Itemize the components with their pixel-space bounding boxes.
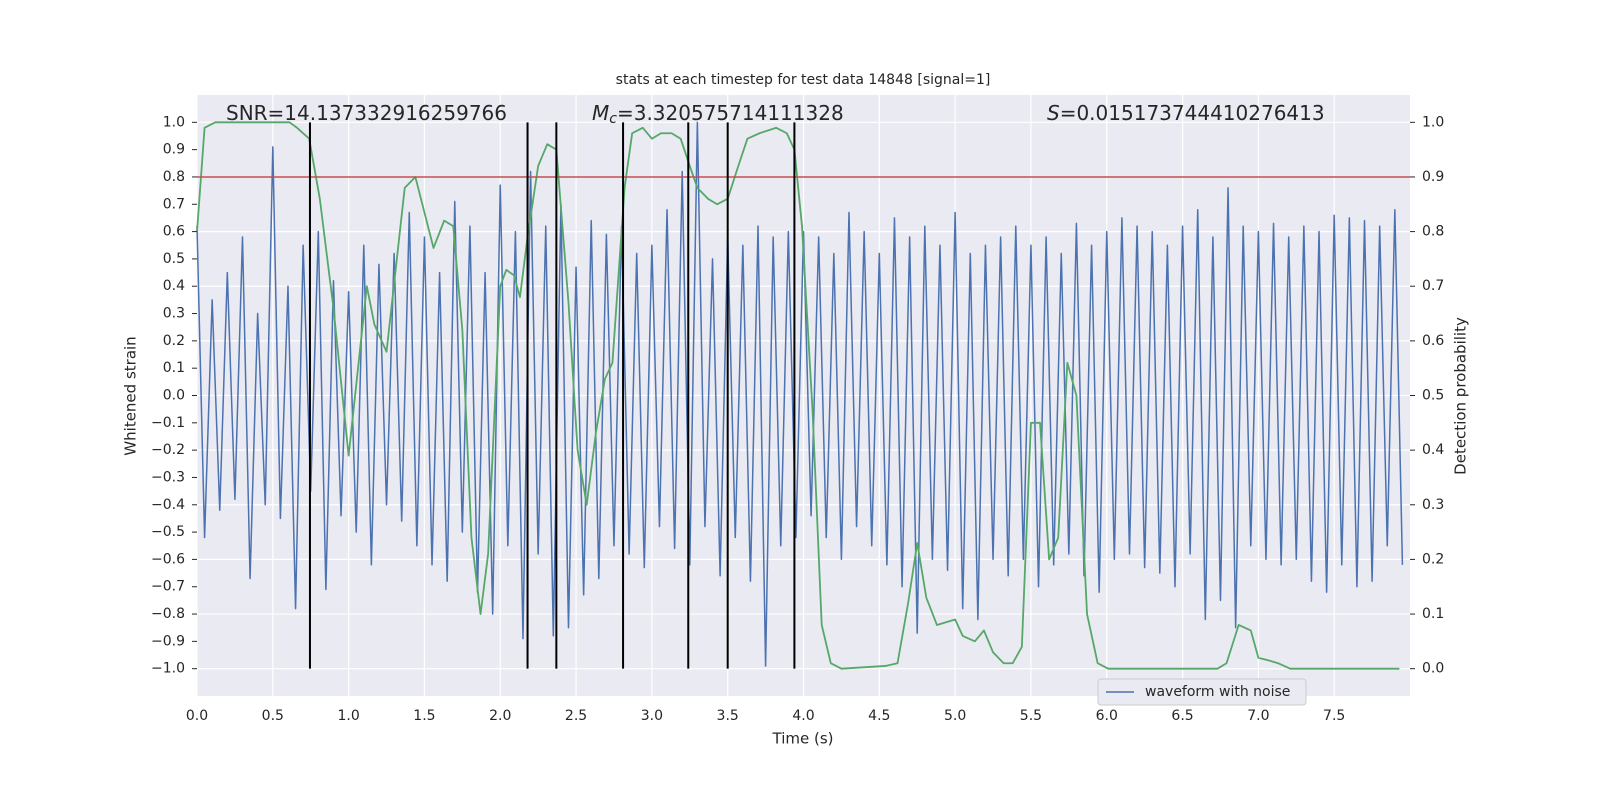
y-tick-label: −0.9 xyxy=(151,633,185,649)
y2-tick-label: 0.1 xyxy=(1422,606,1444,622)
x-tick-label: 0.5 xyxy=(262,708,284,724)
x-tick-label: 5.5 xyxy=(1020,708,1042,724)
y2-tick-label: 0.4 xyxy=(1422,442,1444,458)
y-axis-label: Whitened strain xyxy=(122,336,140,455)
y-tick-label: −0.1 xyxy=(151,415,185,431)
y-tick-label: 0.1 xyxy=(163,360,185,376)
x-tick-label: 1.0 xyxy=(337,708,359,724)
y-tick-label: 1.0 xyxy=(163,114,185,130)
annotation: Mc=3.320575714111328 xyxy=(592,101,844,128)
y-tick-label: 0.2 xyxy=(163,333,185,349)
y-tick-label: −0.4 xyxy=(151,497,185,513)
y2-tick-label: 0.2 xyxy=(1422,551,1444,567)
y-tick-label: 0.7 xyxy=(163,196,185,212)
y-tick-label: −0.8 xyxy=(151,606,185,622)
y2-tick-label: 0.5 xyxy=(1422,388,1444,404)
x-tick-label: 0.0 xyxy=(186,708,208,724)
x-tick-label: 4.5 xyxy=(868,708,890,724)
annotation-part: M xyxy=(592,101,609,125)
y-tick-label: −0.3 xyxy=(151,469,185,485)
chart-title: stats at each timestep for test data 148… xyxy=(616,72,991,88)
x-axis-label: Time (s) xyxy=(772,730,834,748)
y-tick-label: 0.5 xyxy=(163,251,185,267)
annotation-part: =3.320575714111328 xyxy=(617,101,844,125)
x-tick-label: 2.0 xyxy=(489,708,511,724)
y2-tick-label: 0.9 xyxy=(1422,169,1444,185)
marks xyxy=(196,121,1410,670)
y2-tick-label: 0.3 xyxy=(1422,497,1444,513)
y2-tick-label: 0.7 xyxy=(1422,278,1444,294)
y2-tick-label: 0.8 xyxy=(1422,224,1444,240)
y-tick-label: −0.6 xyxy=(151,551,185,567)
x-tick-label: 1.5 xyxy=(413,708,435,724)
series-line xyxy=(196,121,1404,667)
y-tick-label: −1.0 xyxy=(151,661,185,677)
series-line xyxy=(196,121,1400,670)
x-tick-label: 6.5 xyxy=(1171,708,1193,724)
annotation-part: c xyxy=(609,111,617,127)
y-tick-label: 0.4 xyxy=(163,278,185,294)
y-tick-label: −0.5 xyxy=(151,524,185,540)
x-tick-label: 5.0 xyxy=(944,708,966,724)
legend-label: waveform with noise xyxy=(1145,684,1290,700)
legend-box xyxy=(1097,678,1307,706)
y-tick-label: 0.6 xyxy=(163,224,185,240)
y-tick-label: −0.2 xyxy=(151,442,185,458)
y2-tick-label: 0.0 xyxy=(1422,661,1444,677)
annotation-part: S xyxy=(1047,101,1060,125)
x-tick-label: 2.5 xyxy=(565,708,587,724)
annotation-part: SNR=14.137332916259766 xyxy=(226,101,507,125)
y-tick-label: 0.0 xyxy=(163,388,185,404)
y2-axis-label: Detection probability xyxy=(1452,317,1470,475)
labels: 0.0 0.5 1.0 1.5 2.0 2.5 3.0 3.5 4.0 4.5 5.0 5.5 6.0 6… xyxy=(151,101,1444,725)
y2-tick-label: 0.6 xyxy=(1422,333,1444,349)
y-tick-label: −0.7 xyxy=(151,579,185,595)
x-tick-label: 3.5 xyxy=(717,708,739,724)
y-tick-label: 0.9 xyxy=(163,142,185,158)
x-tick-label: 7.5 xyxy=(1323,708,1345,724)
y-tick-label: 0.8 xyxy=(163,169,185,185)
annotation-part: =0.015173744410276413 xyxy=(1060,101,1325,125)
x-tick-label: 6.0 xyxy=(1096,708,1118,724)
x-tick-label: 7.0 xyxy=(1247,708,1269,724)
y2-tick-label: 1.0 xyxy=(1422,114,1444,130)
annotation: SNR=14.137332916259766 xyxy=(226,101,507,125)
x-tick-label: 3.0 xyxy=(641,708,663,724)
y-tick-label: 0.3 xyxy=(163,306,185,322)
annotation: S=0.015173744410276413 xyxy=(1047,101,1325,125)
x-tick-label: 4.0 xyxy=(792,708,814,724)
